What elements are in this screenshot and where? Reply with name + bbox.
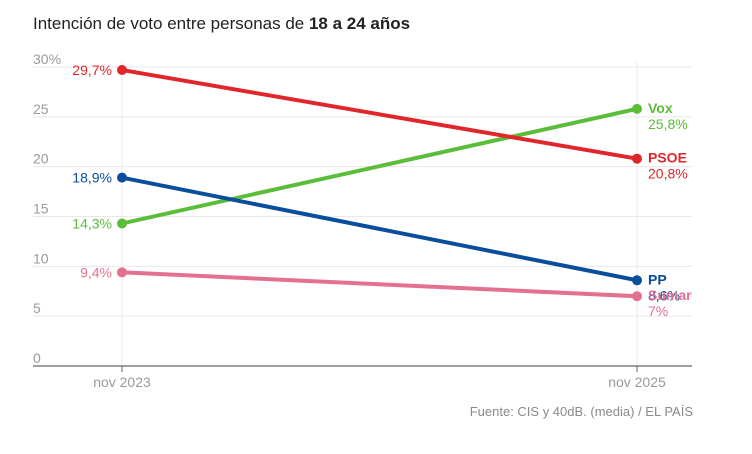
- series-name-psoe: PSOE: [648, 150, 687, 166]
- chart-title: Intención de voto entre personas de 18 a…: [33, 14, 410, 34]
- point-psoe: [632, 153, 642, 164]
- point-psoe: [117, 64, 127, 75]
- series-name-sumar: Sumar: [648, 287, 692, 303]
- series-name-pp: PP: [648, 271, 667, 287]
- source-note: Fuente: CIS y 40dB. (media) / EL PAÍS: [469, 404, 693, 419]
- series-line-psoe: [120, 67, 639, 161]
- value-label-pp-start: 18,9%: [72, 170, 112, 186]
- chart-title-prefix: Intención de voto entre personas de: [33, 14, 309, 33]
- value-label-sumar-end: 7%: [648, 303, 668, 319]
- y-tick-label: 20: [33, 151, 49, 167]
- point-vox: [117, 218, 127, 229]
- series-line-sumar: [120, 270, 639, 299]
- point-pp: [117, 172, 127, 183]
- y-tick-label: 15: [33, 201, 49, 217]
- y-tick-label: 10: [33, 250, 49, 266]
- point-sumar: [117, 267, 127, 278]
- series-name-vox: Vox: [648, 100, 673, 116]
- x-tick-label: nov 2025: [608, 374, 666, 390]
- axes: 0 5 10 15 20 25 30% nov 2023 nov 2025: [33, 51, 692, 390]
- value-label-psoe-end: 20,8%: [648, 166, 688, 182]
- value-label-sumar-start: 9,4%: [80, 264, 112, 280]
- grid: [33, 62, 692, 366]
- value-label-psoe-start: 29,7%: [72, 62, 112, 78]
- y-tick-label: 5: [33, 300, 41, 316]
- point-sumar: [632, 291, 642, 302]
- value-label-pp-end: 8,6%: [648, 287, 680, 303]
- value-label-vox-end: 25,8%: [648, 116, 688, 132]
- y-tick-label: 0: [33, 350, 41, 366]
- point-pp: [632, 275, 642, 286]
- series-line-vox: [120, 106, 639, 226]
- series-line-pp: [120, 175, 639, 283]
- y-tick-label: 25: [33, 101, 49, 117]
- point-vox: [632, 103, 642, 114]
- y-tick-label: 30%: [33, 51, 61, 67]
- x-tick-label: nov 2023: [93, 374, 151, 390]
- chart-title-emphasis: 18 a 24 años: [308, 14, 411, 33]
- value-label-vox-start: 14,3%: [72, 215, 112, 231]
- series-group: [117, 64, 642, 302]
